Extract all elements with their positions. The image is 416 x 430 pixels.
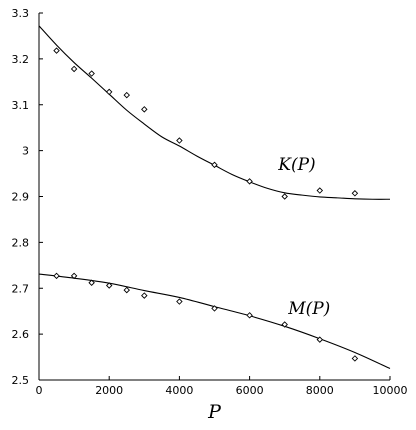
x-tick-label: 0 <box>36 384 43 397</box>
axes <box>38 13 390 381</box>
data-point-kp <box>351 190 359 197</box>
data-point-kp <box>316 187 324 194</box>
data-point-kp <box>141 106 148 113</box>
data-point-kp <box>105 88 113 96</box>
data-point-mp <box>246 312 253 319</box>
data-point-kp <box>211 161 218 169</box>
y-tick-label: 3 <box>22 145 29 158</box>
data-point-kp <box>88 70 95 77</box>
data-point-mp <box>88 279 95 286</box>
data-point-mp <box>141 292 148 299</box>
data-point-kp <box>53 47 60 54</box>
fit-curve-kp <box>38 25 391 200</box>
y-tick-label: 2.8 <box>12 236 30 249</box>
y-tick-label: 2.7 <box>12 282 30 295</box>
y-tick-label: 3.2 <box>12 53 30 66</box>
data-point-mp <box>281 321 288 328</box>
x-tick-label: 8000 <box>306 384 334 397</box>
data-point-mp <box>176 298 183 305</box>
data-point-kp <box>70 65 78 73</box>
data-point-kp <box>246 178 253 185</box>
fit-curve-mp <box>38 273 391 370</box>
data-point-mp <box>70 272 78 280</box>
data-point-mp <box>105 282 113 289</box>
ticks: 0 2000 4000 6000 8000 10000 2.5 2.6 2.7 2.8 2.9 3 3.… <box>12 7 408 397</box>
curve-label-kp: K(P) <box>277 155 315 175</box>
y-tick-label: 2.9 <box>12 191 30 204</box>
y-tick-label: 2.5 <box>12 374 30 387</box>
data-point-mp <box>316 336 324 343</box>
x-axis-title: P <box>207 401 222 423</box>
plot-area <box>38 25 391 370</box>
labels: K(P) M(P) <box>277 155 330 319</box>
data-point-kp <box>281 193 288 200</box>
x-tick-label: 6000 <box>236 384 264 397</box>
x-tick-label: 10000 <box>373 384 408 397</box>
data-point-kp <box>176 137 183 144</box>
y-tick-label: 2.6 <box>12 328 30 341</box>
x-tick-label: 4000 <box>165 384 193 397</box>
data-point-mp <box>351 355 359 362</box>
data-point-kp <box>123 91 130 99</box>
y-tick-label: 3.1 <box>12 99 30 112</box>
y-tick-label: 3.3 <box>12 7 30 20</box>
curve-label-mp: M(P) <box>287 299 330 319</box>
x-tick-label: 2000 <box>95 384 123 397</box>
data-point-mp <box>53 272 60 280</box>
data-point-mp <box>211 305 218 312</box>
data-point-mp <box>123 286 130 294</box>
